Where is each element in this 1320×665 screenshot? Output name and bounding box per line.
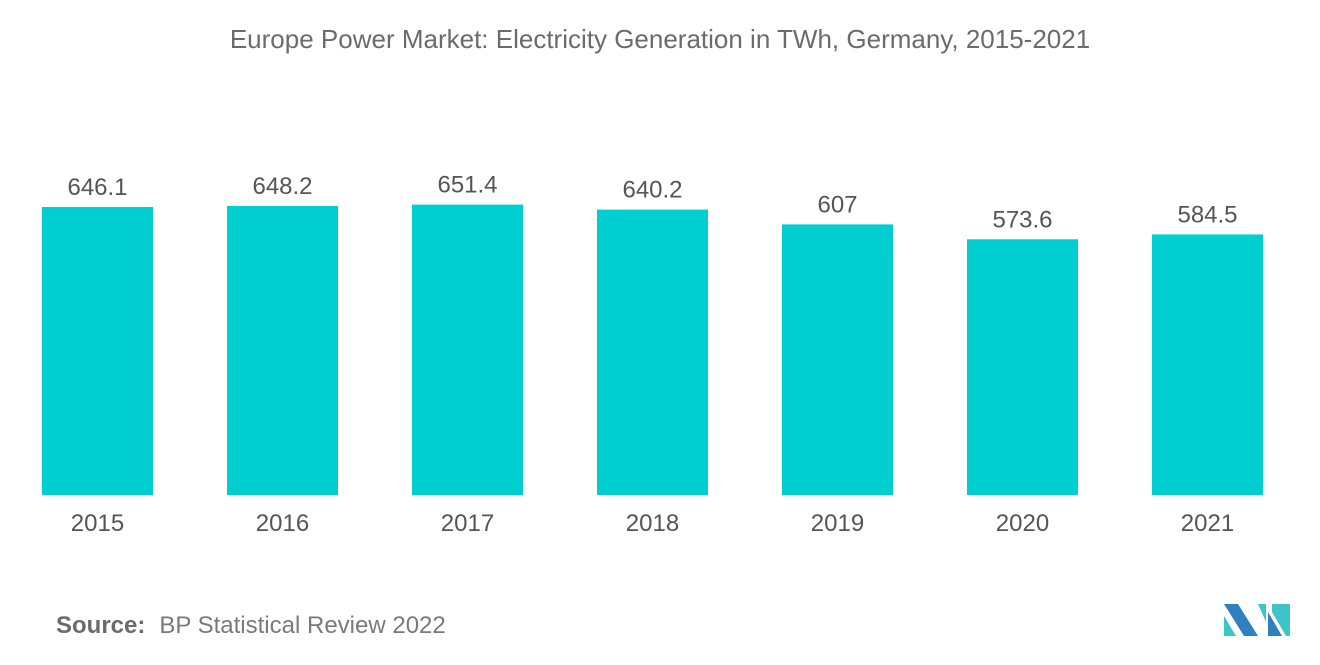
mordor-logo-icon xyxy=(1224,604,1290,636)
x-tick-label-2017: 2017 xyxy=(441,510,494,537)
x-tick-label-2019: 2019 xyxy=(811,510,864,537)
source-label: Source: xyxy=(56,612,146,639)
bar-chart: 646.1 2015 648.2 2016 651.4 2017 640.2 2018 607 2… xyxy=(42,172,1263,537)
source-note: Source: BP Statistical Review 2022 xyxy=(56,612,446,640)
data-label-2016: 648.2 xyxy=(252,173,312,200)
data-label-2019: 607 xyxy=(817,191,857,218)
bar-2019 xyxy=(782,224,893,495)
data-label-2017: 651.4 xyxy=(437,172,497,199)
bar-2020 xyxy=(967,239,1078,495)
data-label-2021: 584.5 xyxy=(1177,201,1237,228)
data-label-2015: 646.1 xyxy=(67,174,127,201)
source-text: BP Statistical Review 2022 xyxy=(159,612,446,639)
chart-title: Europe Power Market: Electricity Generat… xyxy=(229,24,1091,54)
bar-2021 xyxy=(1152,234,1263,495)
data-label-2018: 640.2 xyxy=(622,177,682,204)
x-tick-label-2020: 2020 xyxy=(996,510,1049,537)
x-tick-label-2021: 2021 xyxy=(1181,510,1234,537)
bar-2016 xyxy=(227,206,338,495)
bar-2017 xyxy=(412,204,523,495)
x-tick-label-2016: 2016 xyxy=(256,510,309,537)
bar-2015 xyxy=(42,206,153,495)
bar-2018 xyxy=(597,209,708,495)
x-tick-label-2018: 2018 xyxy=(626,510,679,537)
data-label-2020: 573.6 xyxy=(992,206,1052,233)
x-tick-label-2015: 2015 xyxy=(71,510,124,537)
